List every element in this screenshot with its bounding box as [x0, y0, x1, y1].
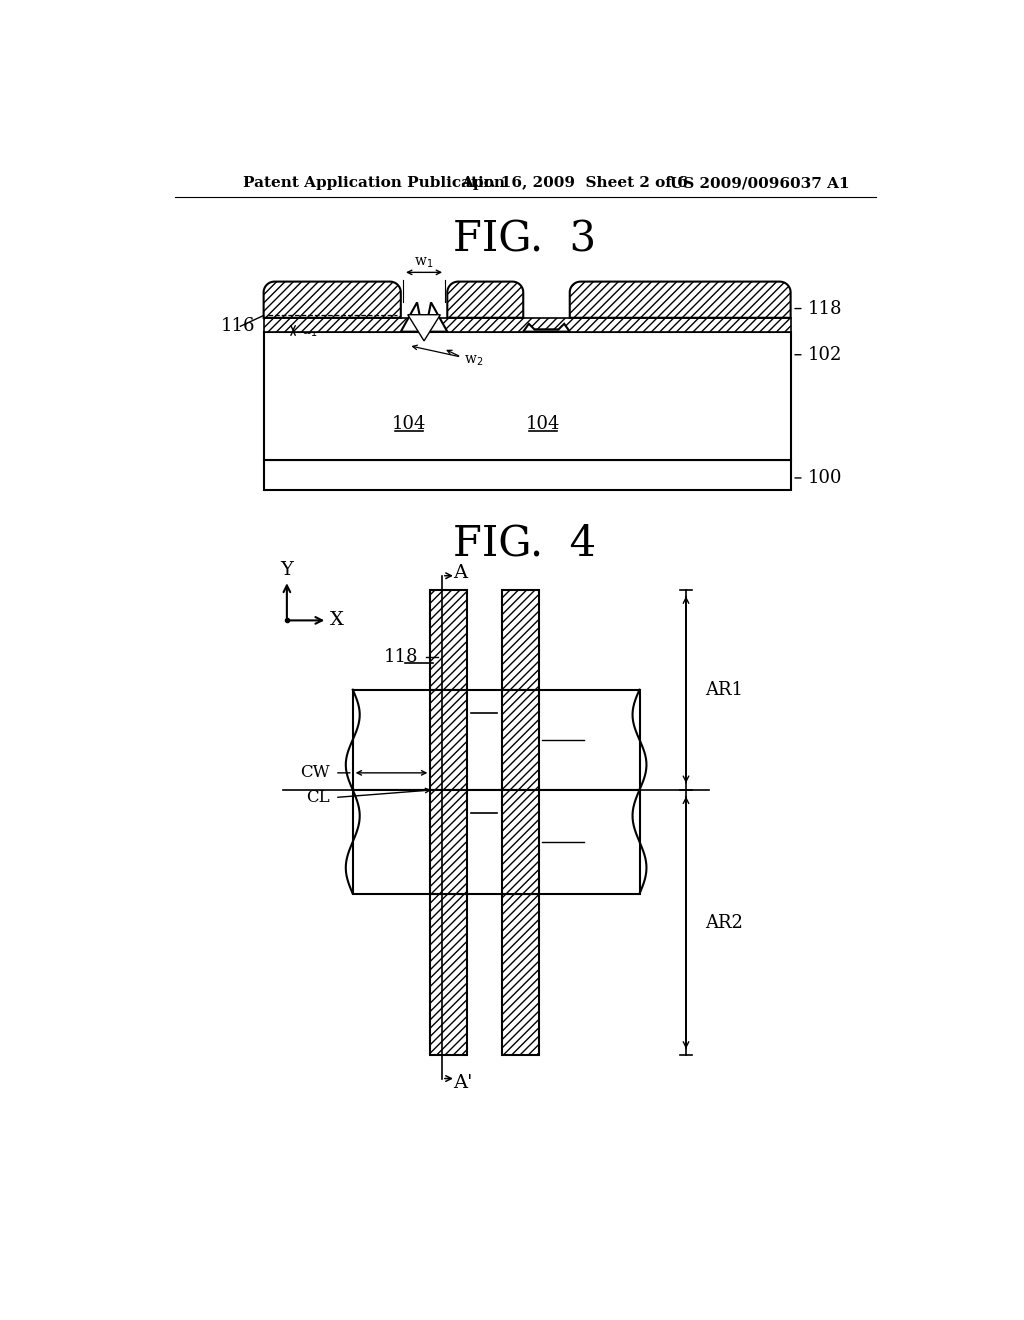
Polygon shape	[569, 281, 791, 318]
Bar	[263, 461, 791, 490]
Bar	[263, 331, 791, 461]
Text: CL: CL	[306, 789, 330, 807]
Text: X: X	[331, 611, 344, 630]
Text: d$_1$: d$_1$	[301, 322, 317, 339]
Bar	[352, 789, 640, 894]
Text: 104: 104	[391, 414, 426, 433]
Text: 118: 118	[384, 648, 419, 667]
Bar	[263, 318, 791, 331]
Bar	[502, 789, 539, 894]
Text: 102: 102	[467, 797, 502, 816]
Text: 102: 102	[808, 346, 842, 364]
Text: Apr. 16, 2009  Sheet 2 of 6: Apr. 16, 2009 Sheet 2 of 6	[461, 176, 688, 190]
Polygon shape	[523, 323, 569, 331]
Text: w$_1$: w$_1$	[415, 256, 434, 271]
Text: FIG.  3: FIG. 3	[454, 218, 596, 260]
Bar	[430, 590, 467, 1056]
Text: 118: 118	[808, 300, 842, 318]
Text: 104: 104	[587, 833, 622, 851]
Bar	[352, 689, 640, 789]
Text: A: A	[454, 564, 468, 582]
Text: AR2: AR2	[706, 913, 743, 932]
Text: 116: 116	[221, 317, 256, 335]
Text: Y: Y	[281, 561, 293, 579]
Bar	[430, 789, 467, 894]
Text: 100: 100	[808, 469, 842, 487]
Bar	[502, 590, 539, 1056]
Text: FIG.  4: FIG. 4	[454, 523, 596, 565]
Text: w$_2$: w$_2$	[464, 354, 482, 368]
Text: AR1: AR1	[706, 681, 743, 698]
Text: US 2009/0096037 A1: US 2009/0096037 A1	[671, 176, 850, 190]
Polygon shape	[263, 281, 400, 318]
Bar	[502, 689, 539, 789]
Text: A': A'	[454, 1074, 473, 1092]
Polygon shape	[447, 281, 523, 318]
Bar	[430, 689, 467, 789]
Text: Patent Application Publication: Patent Application Publication	[243, 176, 505, 190]
Text: 104: 104	[525, 414, 560, 433]
Text: 102: 102	[467, 698, 502, 715]
Text: 104: 104	[587, 731, 622, 748]
Polygon shape	[400, 302, 447, 331]
Polygon shape	[408, 314, 440, 341]
Text: CW: CW	[300, 764, 330, 781]
